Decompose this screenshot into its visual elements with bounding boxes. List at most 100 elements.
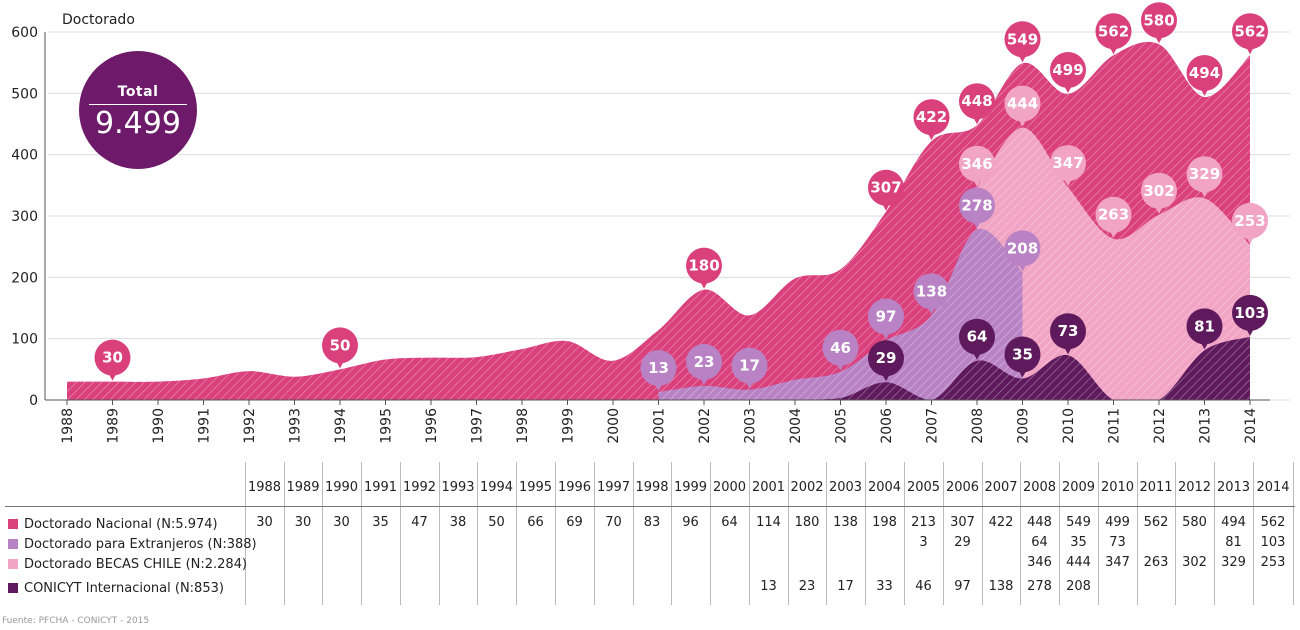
table-year-header: 1993	[441, 480, 475, 495]
table-column-divider	[671, 462, 672, 605]
bubble-value: 46	[830, 339, 851, 357]
table-cell: 263	[1143, 555, 1169, 570]
bubble-circle	[868, 169, 904, 206]
bubble-value: 499	[1052, 61, 1083, 79]
table-column-divider	[904, 462, 905, 605]
bubble-nacional-2011: 562	[1095, 13, 1132, 55]
table-column-divider	[361, 462, 362, 605]
bubble-value: 549	[1007, 30, 1038, 48]
bubble-internacional-2008: 64	[959, 318, 995, 360]
bubble-circle	[1232, 202, 1268, 239]
table-cell: 73	[1109, 535, 1126, 550]
table-cell: 138	[833, 515, 858, 530]
table-column-divider	[1293, 462, 1294, 605]
table-cell: 180	[794, 515, 820, 530]
table-year-header: 2011	[1139, 480, 1173, 495]
bubble-circle	[686, 343, 722, 380]
table-column-divider	[943, 462, 944, 605]
bubble-value: 97	[876, 308, 897, 326]
bubble-circle	[1186, 308, 1223, 345]
table-year-header: 2002	[790, 480, 824, 495]
bubble-circle	[1186, 55, 1223, 92]
table-column-divider	[284, 462, 285, 605]
bubble-nacional-2012: 580	[1141, 2, 1177, 44]
legend-swatch	[8, 519, 18, 529]
table-cell: 422	[988, 515, 1014, 530]
bubble-extranjeros-2007: 138	[913, 273, 950, 315]
table-year-header: 1997	[596, 480, 631, 495]
bubble-circle	[1141, 2, 1177, 39]
bubble-circle	[959, 318, 995, 355]
bubble-value: 29	[876, 349, 897, 367]
table-year-header: 2014	[1256, 480, 1290, 495]
y-tick-label: 0	[29, 393, 38, 409]
table-year-header: 2004	[867, 480, 902, 495]
source-note: Fuente: PFCHA - CONICYT - 2015	[2, 616, 150, 626]
x-tick-label: 2012	[1152, 408, 1168, 444]
table-cell: 29	[954, 535, 971, 550]
table-cell: 81	[1225, 535, 1242, 550]
area-internacional-hatch	[795, 336, 1250, 400]
table-cell: 64	[1031, 535, 1048, 550]
bubble-nacional-2002: 180	[686, 247, 722, 289]
legend-swatch	[8, 583, 18, 593]
x-tick-label: 2014	[1243, 408, 1259, 444]
bubble-circle	[322, 327, 358, 364]
bubble-circle	[1004, 85, 1041, 122]
bubble-nacional-1989: 30	[94, 339, 131, 381]
table-cell: 30	[333, 515, 350, 530]
x-tick-label: 2008	[970, 408, 986, 444]
bubble-extranjeros-2005: 46	[822, 329, 859, 371]
table-cell: 549	[1066, 515, 1091, 530]
y-axis-label: Doctorado	[62, 12, 135, 28]
table-year-header: 1988	[247, 480, 282, 495]
bubble-circle	[1186, 156, 1223, 193]
x-tick-label: 1997	[470, 408, 486, 444]
bubble-value: 50	[330, 336, 351, 354]
table-column-divider	[1020, 462, 1021, 605]
bubble-internacional-2013: 81	[1186, 308, 1223, 350]
table-year-header: 2010	[1100, 480, 1135, 495]
table-cell: 346	[1027, 555, 1052, 570]
bubble-value: 562	[1234, 22, 1265, 40]
bubble-circle	[686, 247, 722, 284]
table-column-divider	[749, 462, 750, 605]
y-tick-label: 100	[11, 332, 38, 348]
table-column-divider	[594, 462, 595, 605]
bubble-value: 422	[916, 108, 947, 126]
x-tick-label: 2006	[879, 408, 895, 444]
bubble-value: 35	[1012, 346, 1033, 364]
table-column-divider	[245, 462, 246, 605]
bubble-value: 23	[694, 353, 715, 371]
table-year-header: 2000	[712, 480, 747, 495]
bubble-circle	[1095, 196, 1132, 233]
table-cell: 103	[1260, 535, 1286, 550]
x-tick-label: 1994	[333, 408, 349, 444]
table-cell: 562	[1260, 515, 1286, 530]
table-cell: 96	[682, 515, 699, 530]
bubble-circle	[913, 273, 950, 310]
table-cell: 138	[988, 579, 1014, 594]
bubble-value: 329	[1189, 165, 1220, 183]
table-year-header: 2009	[1061, 480, 1096, 495]
table-cell: 38	[449, 515, 467, 530]
table-year-header: 2006	[945, 480, 980, 495]
bubble-value: 180	[688, 257, 719, 275]
bubble-value: 278	[961, 196, 992, 214]
x-tick-label: 1992	[242, 408, 258, 444]
table-year-header: 1992	[402, 480, 437, 495]
table-cell: 329	[1221, 555, 1246, 570]
bubble-value: 64	[967, 328, 988, 346]
bubble-circle	[822, 329, 859, 366]
x-tick-label: 1991	[197, 408, 213, 444]
y-tick-label: 300	[11, 209, 38, 225]
bubble-becas-2008: 346	[959, 145, 995, 187]
x-tick-label: 2009	[1016, 408, 1032, 444]
area-becas-hatch	[977, 127, 1250, 400]
table-column-divider	[439, 462, 440, 605]
bubble-circle	[94, 339, 131, 376]
bubble-internacional-2006: 29	[868, 340, 904, 382]
bubble-circle	[1095, 13, 1132, 50]
table-cell: 213	[911, 515, 936, 530]
bubble-circle	[1050, 51, 1086, 88]
